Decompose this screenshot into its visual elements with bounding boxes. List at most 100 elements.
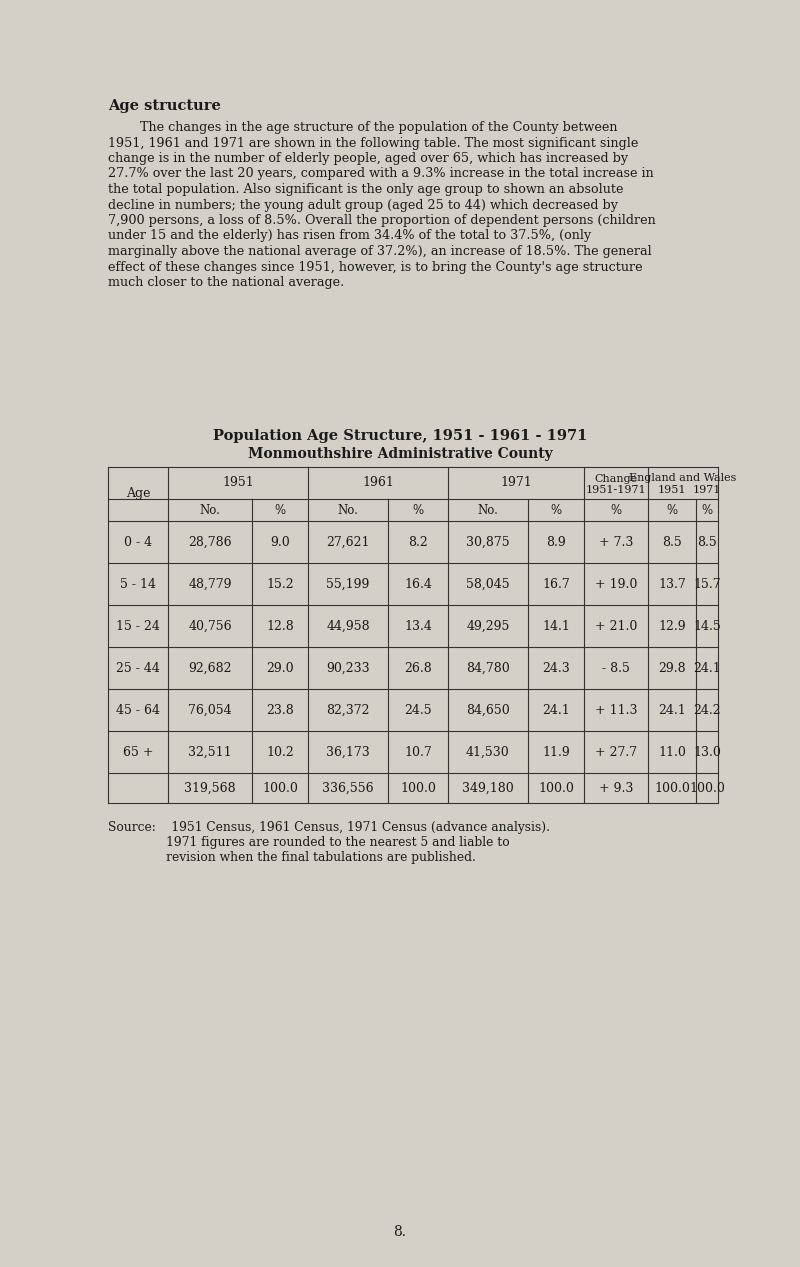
Text: 24.1: 24.1 xyxy=(658,703,686,717)
Text: 1951-1971: 1951-1971 xyxy=(586,485,646,495)
Text: 5 - 14: 5 - 14 xyxy=(120,578,156,590)
Text: 13.7: 13.7 xyxy=(658,578,686,590)
Text: 8.5: 8.5 xyxy=(697,536,717,549)
Text: 48,779: 48,779 xyxy=(188,578,232,590)
Text: 44,958: 44,958 xyxy=(326,620,370,632)
Text: %: % xyxy=(610,503,622,517)
Text: 15 - 24: 15 - 24 xyxy=(116,620,160,632)
Text: 41,530: 41,530 xyxy=(466,745,510,759)
Text: 27.7% over the last 20 years, compared with a 9.3% increase in the total increas: 27.7% over the last 20 years, compared w… xyxy=(108,167,654,180)
Text: 24.1: 24.1 xyxy=(693,661,721,674)
Text: 84,780: 84,780 xyxy=(466,661,510,674)
Text: 1971: 1971 xyxy=(500,476,532,489)
Text: + 11.3: + 11.3 xyxy=(594,703,638,717)
Text: 100.0: 100.0 xyxy=(689,782,725,794)
Text: marginally above the national average of 37.2%), an increase of 18.5%. The gener: marginally above the national average of… xyxy=(108,245,652,258)
Text: decline in numbers; the young adult group (aged 25 to 44) which decreased by: decline in numbers; the young adult grou… xyxy=(108,199,618,212)
Text: 13.0: 13.0 xyxy=(693,745,721,759)
Text: 32,511: 32,511 xyxy=(188,745,232,759)
Text: 11.9: 11.9 xyxy=(542,745,570,759)
Text: + 21.0: + 21.0 xyxy=(595,620,637,632)
Text: Age: Age xyxy=(126,488,150,500)
Text: 12.8: 12.8 xyxy=(266,620,294,632)
Text: 1951, 1961 and 1971 are shown in the following table. The most significant singl: 1951, 1961 and 1971 are shown in the fol… xyxy=(108,137,638,150)
Text: 29.0: 29.0 xyxy=(266,661,294,674)
Text: 7,900 persons, a loss of 8.5%. Overall the proportion of dependent persons (chil: 7,900 persons, a loss of 8.5%. Overall t… xyxy=(108,214,656,227)
Text: 13.4: 13.4 xyxy=(404,620,432,632)
Text: 29.8: 29.8 xyxy=(658,661,686,674)
Text: 1971: 1971 xyxy=(693,485,721,495)
Text: 24.2: 24.2 xyxy=(693,703,721,717)
Text: 24.3: 24.3 xyxy=(542,661,570,674)
Text: 23.8: 23.8 xyxy=(266,703,294,717)
Text: 24.5: 24.5 xyxy=(404,703,432,717)
Text: 16.4: 16.4 xyxy=(404,578,432,590)
Text: 65 +: 65 + xyxy=(122,745,154,759)
Text: 15.2: 15.2 xyxy=(266,578,294,590)
Text: under 15 and the elderly) has risen from 34.4% of the total to 37.5%, (only: under 15 and the elderly) has risen from… xyxy=(108,229,591,242)
Text: 14.5: 14.5 xyxy=(693,620,721,632)
Text: 1951: 1951 xyxy=(658,485,686,495)
Text: 1951: 1951 xyxy=(222,476,254,489)
Text: 319,568: 319,568 xyxy=(184,782,236,794)
Text: 10.2: 10.2 xyxy=(266,745,294,759)
Text: England and Wales: England and Wales xyxy=(630,473,737,483)
Text: 1971 figures are rounded to the nearest 5 and liable to: 1971 figures are rounded to the nearest … xyxy=(108,836,510,849)
Text: %: % xyxy=(413,503,423,517)
Text: 11.0: 11.0 xyxy=(658,745,686,759)
Text: No.: No. xyxy=(199,503,221,517)
Text: 8.2: 8.2 xyxy=(408,536,428,549)
Text: 100.0: 100.0 xyxy=(262,782,298,794)
Text: 100.0: 100.0 xyxy=(538,782,574,794)
Text: 58,045: 58,045 xyxy=(466,578,510,590)
Text: Population Age Structure, 1951 - 1961 - 1971: Population Age Structure, 1951 - 1961 - … xyxy=(213,430,587,443)
Text: + 19.0: + 19.0 xyxy=(595,578,637,590)
Text: The changes in the age structure of the population of the County between: The changes in the age structure of the … xyxy=(108,122,618,134)
Text: 0 - 4: 0 - 4 xyxy=(124,536,152,549)
Text: 76,054: 76,054 xyxy=(188,703,232,717)
Text: %: % xyxy=(550,503,562,517)
Text: 26.8: 26.8 xyxy=(404,661,432,674)
Text: Source:    1951 Census, 1961 Census, 1971 Census (advance analysis).: Source: 1951 Census, 1961 Census, 1971 C… xyxy=(108,821,550,834)
Text: + 7.3: + 7.3 xyxy=(599,536,633,549)
Text: %: % xyxy=(274,503,286,517)
Text: 100.0: 100.0 xyxy=(654,782,690,794)
Text: 16.7: 16.7 xyxy=(542,578,570,590)
Text: 28,786: 28,786 xyxy=(188,536,232,549)
Text: 30,875: 30,875 xyxy=(466,536,510,549)
Text: 45 - 64: 45 - 64 xyxy=(116,703,160,717)
Text: 27,621: 27,621 xyxy=(326,536,370,549)
Text: 55,199: 55,199 xyxy=(326,578,370,590)
Text: 9.0: 9.0 xyxy=(270,536,290,549)
Text: No.: No. xyxy=(478,503,498,517)
Text: 349,180: 349,180 xyxy=(462,782,514,794)
Text: the total population. Also significant is the only age group to shown an absolut: the total population. Also significant i… xyxy=(108,182,623,196)
Text: 14.1: 14.1 xyxy=(542,620,570,632)
Text: Change: Change xyxy=(594,474,638,484)
Text: 92,682: 92,682 xyxy=(188,661,232,674)
Text: effect of these changes since 1951, however, is to bring the County's age struct: effect of these changes since 1951, howe… xyxy=(108,261,642,274)
Text: 90,233: 90,233 xyxy=(326,661,370,674)
Text: 82,372: 82,372 xyxy=(326,703,370,717)
Text: 336,556: 336,556 xyxy=(322,782,374,794)
Text: 40,756: 40,756 xyxy=(188,620,232,632)
Text: revision when the final tabulations are published.: revision when the final tabulations are … xyxy=(108,851,476,864)
Text: 15.7: 15.7 xyxy=(693,578,721,590)
Text: Age structure: Age structure xyxy=(108,99,221,113)
Text: 25 - 44: 25 - 44 xyxy=(116,661,160,674)
Text: 49,295: 49,295 xyxy=(466,620,510,632)
Text: 100.0: 100.0 xyxy=(400,782,436,794)
Text: 1961: 1961 xyxy=(362,476,394,489)
Text: 8.: 8. xyxy=(394,1225,406,1239)
Text: + 9.3: + 9.3 xyxy=(599,782,633,794)
Text: 10.7: 10.7 xyxy=(404,745,432,759)
Text: - 8.5: - 8.5 xyxy=(602,661,630,674)
Text: 8.5: 8.5 xyxy=(662,536,682,549)
Text: No.: No. xyxy=(338,503,358,517)
Text: + 27.7: + 27.7 xyxy=(595,745,637,759)
Text: 8.9: 8.9 xyxy=(546,536,566,549)
Text: 12.9: 12.9 xyxy=(658,620,686,632)
Text: %: % xyxy=(702,503,713,517)
Text: much closer to the national average.: much closer to the national average. xyxy=(108,276,344,289)
Text: change is in the number of elderly people, aged over 65, which has increased by: change is in the number of elderly peopl… xyxy=(108,152,628,165)
